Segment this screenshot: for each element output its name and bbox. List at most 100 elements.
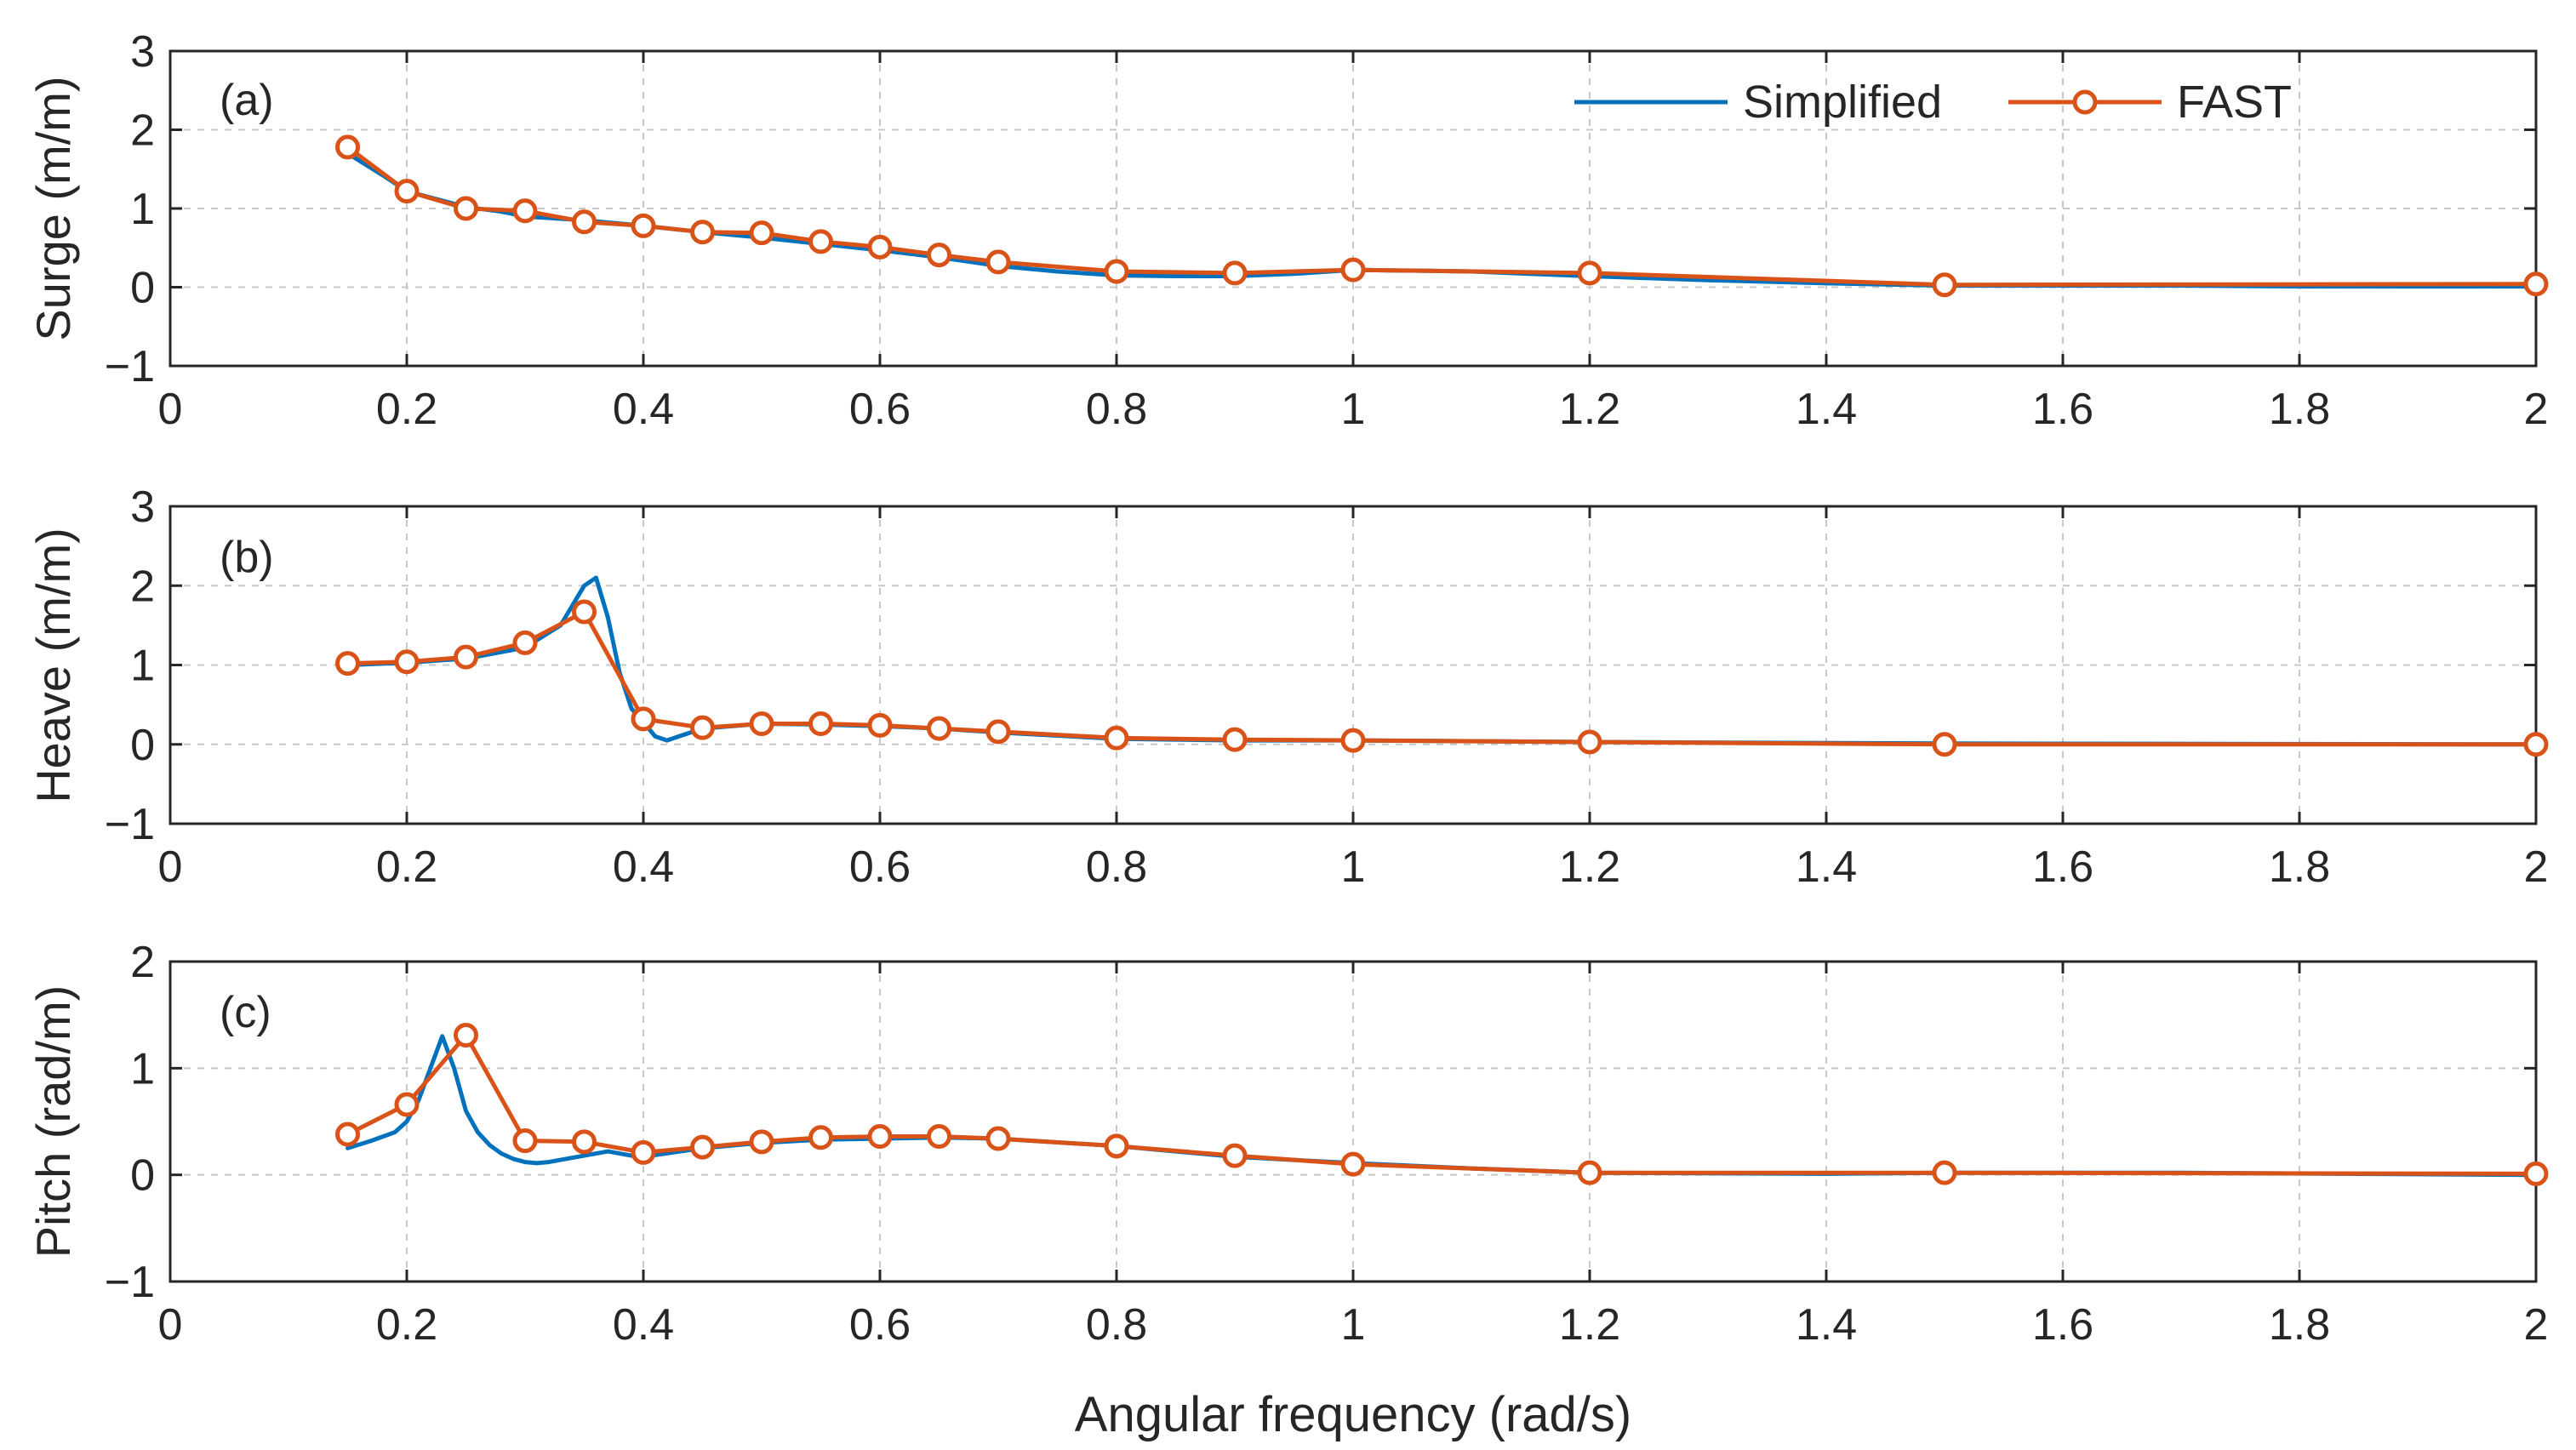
heave-x-tick-label: 0.4 [613, 842, 674, 892]
surge-fast-point [335, 134, 360, 160]
heave-y-tick-label: 3 [130, 482, 155, 532]
heave-fast-point [1932, 732, 1957, 757]
pitch-fast-point [1932, 1160, 1957, 1185]
heave-fast-point [749, 711, 774, 737]
surge-x-tick-label: 1.2 [1559, 385, 1620, 434]
pitch-fast-point [1222, 1143, 1248, 1168]
heave-y-tick-label: −1 [105, 800, 155, 849]
pitch-fast-point [631, 1139, 656, 1165]
pitch-x-tick-label: 1.2 [1559, 1300, 1620, 1350]
heave-fast-point [394, 649, 420, 675]
surge-y-tick-label: 2 [130, 106, 155, 156]
heave-x-tick-label: 1.8 [2269, 842, 2330, 892]
heave-y-tick-label: 2 [130, 562, 155, 611]
heave-y-tick-label: 0 [130, 721, 155, 770]
surge-fast-point [1932, 272, 1957, 298]
pitch-fast-point [572, 1129, 597, 1155]
heave-fast-point [867, 712, 893, 738]
pitch-fast-point [690, 1134, 715, 1160]
pitch-x-tick-label: 1.6 [2032, 1300, 2093, 1350]
heave-fast-point [1340, 728, 1366, 753]
pitch-y-tick-label: 2 [130, 938, 155, 987]
pitch-x-tick-label: 0.8 [1086, 1300, 1147, 1350]
heave-fast-point [454, 644, 478, 670]
heave-ylabel: Heave (m/m) [26, 528, 80, 803]
heave-y-tick-label: 1 [130, 642, 155, 691]
pitch-axes-box [168, 960, 2538, 1283]
legend-fast-marker [2072, 89, 2098, 115]
legend: Simplified FAST [1574, 77, 2292, 128]
heave-x-tick-label: 2 [2524, 842, 2549, 892]
surge-grid [170, 51, 2536, 366]
heave-fast-point [690, 715, 715, 740]
surge-x-tick-label: 1.4 [1796, 385, 1857, 434]
surge-y-tick-label: 1 [130, 185, 155, 234]
pitch-x-tick-label: 2 [2524, 1300, 2549, 1350]
surge-x-tick-label: 0 [158, 385, 183, 434]
pitch-x-tick-label: 0 [158, 1300, 183, 1350]
heave-fast-point [1104, 725, 1129, 751]
heave-fast-point [335, 651, 360, 676]
pitch-panel-label: (c) [220, 988, 271, 1037]
surge-x-tick-label: 0.8 [1086, 385, 1147, 434]
heave-x-tick-label: 0.8 [1086, 842, 1147, 892]
surge-y-tick-label: −1 [105, 342, 155, 391]
pitch-fast-line [346, 1033, 2539, 1176]
heave-fast-point [1222, 727, 1248, 752]
heave-fast-point [2523, 732, 2549, 757]
pitch-fast-point [394, 1092, 420, 1117]
pitch-x-tick-label: 1.4 [1796, 1300, 1857, 1350]
pitch-fast-point [985, 1126, 1011, 1151]
surge-ylabel: Surge (m/m) [26, 76, 80, 340]
pitch-fast-point [1104, 1133, 1129, 1159]
pitch-fast-point [1340, 1151, 1366, 1177]
surge-fast-point [2523, 271, 2549, 297]
heave-fast-point [631, 706, 656, 732]
pitch-x-tick-label: 0.4 [613, 1300, 674, 1350]
heave-panel-label: (b) [220, 533, 274, 582]
pitch-fast-point [2523, 1161, 2549, 1186]
heave-x-tick-label: 1.2 [1559, 842, 1620, 892]
heave-x-tick-label: 1.4 [1796, 842, 1857, 892]
surge-panel-label: (a) [220, 76, 274, 125]
pitch-series [335, 1022, 2549, 1186]
legend-fast-label: FAST [2177, 77, 2292, 128]
surge-x-tick-label: 1.6 [2032, 385, 2093, 434]
pitch-fast-point [335, 1122, 360, 1147]
heave-fast-point [572, 599, 597, 625]
x-axis-label: Angular frequency (rad/s) [1075, 1387, 1631, 1442]
pitch-y-tick-label: −1 [105, 1258, 155, 1307]
heave-grid [170, 506, 2536, 824]
pitch-x-tick-label: 0.6 [849, 1300, 911, 1350]
surge-fast-point [1340, 257, 1366, 283]
heave-fast-point [1577, 729, 1602, 755]
surge-fast-point [927, 243, 951, 268]
surge-fast-point [1104, 259, 1129, 284]
surge-x-tick-label: 0.2 [376, 385, 437, 434]
pitch-ylabel: Pitch (rad/m) [26, 985, 80, 1259]
heave-x-tick-label: 0.6 [849, 842, 911, 892]
surge-series [335, 134, 2549, 298]
surge-y-tick-label: 0 [130, 264, 155, 313]
heave-fast-point [808, 711, 833, 737]
heave-x-tick-label: 0.2 [376, 842, 437, 892]
surge-fast-point [631, 213, 656, 238]
pitch-x-tick-label: 0.2 [376, 1300, 437, 1350]
surge-x-tick-label: 0.4 [613, 385, 674, 434]
pitch-fast-point [749, 1129, 774, 1155]
pitch-fast-point [512, 1128, 538, 1154]
surge-fast-point [394, 179, 420, 204]
heave-x-tick-label: 1.6 [2032, 842, 2093, 892]
surge-fast-point [985, 249, 1011, 275]
surge-fast-point [808, 229, 833, 254]
pitch-fast-point [1577, 1160, 1602, 1185]
heave-x-tick-label: 0 [158, 842, 183, 892]
pitch-y-tick-label: 1 [130, 1044, 155, 1093]
heave-series [335, 575, 2549, 757]
